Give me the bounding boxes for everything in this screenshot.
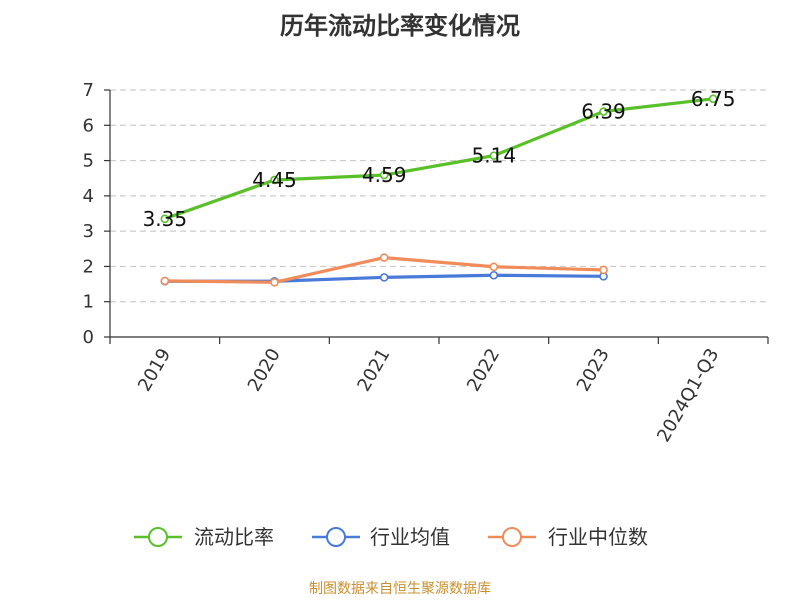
data-point	[379, 170, 389, 180]
axes: 0 1 2 3 4 5 6 7 2019 2020 2021 2022 2023 2024Q1-Q3	[83, 80, 769, 446]
y-tick-label: 3	[83, 221, 94, 242]
series-line	[164, 97, 714, 221]
x-tick-label: 2021	[353, 345, 394, 395]
data-label: 4.59	[362, 163, 407, 187]
y-tick-label: 6	[83, 115, 94, 136]
data-label: 5.14	[472, 144, 517, 168]
data-label: 3.35	[143, 207, 188, 231]
legend-label: 行业均值	[370, 525, 450, 549]
legend-label: 行业中位数	[548, 525, 648, 549]
legend-marker	[148, 527, 168, 547]
data-point	[379, 253, 389, 262]
y-tick-label: 1	[83, 292, 94, 313]
data-point	[379, 273, 389, 282]
legend-marker	[326, 527, 346, 547]
y-tick-label: 4	[83, 186, 94, 207]
y-tick-label: 5	[83, 151, 94, 172]
data-labels: 3.35 4.45 4.59 5.14 6.39 6.75	[143, 87, 736, 231]
x-tick-label: 2022	[463, 345, 504, 395]
data-point	[489, 151, 499, 160]
data-point	[160, 276, 170, 286]
x-tick-label: 2023	[573, 345, 614, 395]
grid-lines	[110, 89, 768, 303]
data-point	[599, 107, 608, 116]
data-source-note: 制图数据来自恒生聚源数据库	[309, 581, 491, 597]
data-label: 6.75	[691, 87, 736, 111]
x-tick-label: 2019	[134, 345, 175, 395]
series-lines	[160, 94, 718, 287]
y-tick-label: 2	[83, 256, 94, 277]
data-point	[489, 262, 499, 272]
data-label: 6.39	[581, 100, 626, 124]
data-point	[270, 278, 279, 287]
legend-label: 流动比率	[194, 525, 274, 549]
data-point	[708, 94, 718, 104]
y-tick-label: 7	[83, 80, 94, 101]
y-tick-label: 0	[83, 327, 94, 348]
x-tick-label: 2020	[244, 345, 285, 395]
data-point	[489, 270, 499, 280]
data-point	[160, 214, 170, 224]
chart-title: 历年流动比率变化情况	[280, 12, 520, 40]
x-tick-label: 2024Q1-Q3	[653, 345, 723, 446]
legend-marker	[502, 527, 522, 547]
data-point	[270, 175, 279, 185]
data-point	[599, 265, 608, 275]
data-label: 4.45	[252, 168, 297, 192]
legend: 流动比率 行业均值 行业中位数	[134, 525, 648, 549]
